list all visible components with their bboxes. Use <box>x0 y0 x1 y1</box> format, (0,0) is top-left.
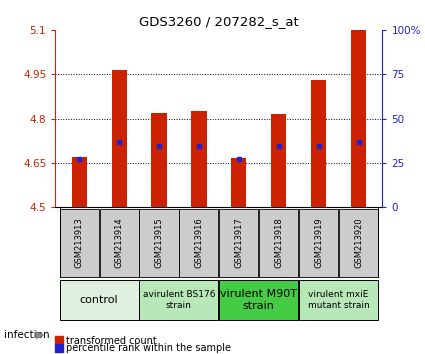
Text: virulent mxiE
mutant strain: virulent mxiE mutant strain <box>308 290 369 310</box>
Text: GSM213913: GSM213913 <box>75 217 84 268</box>
Bar <box>71 157 87 207</box>
Text: GSM213917: GSM213917 <box>234 217 244 268</box>
FancyBboxPatch shape <box>339 209 378 277</box>
FancyBboxPatch shape <box>299 209 338 277</box>
Bar <box>311 80 326 207</box>
Text: control: control <box>80 295 119 305</box>
FancyBboxPatch shape <box>179 209 218 277</box>
Bar <box>271 114 286 207</box>
Bar <box>231 158 246 207</box>
Text: GSM213914: GSM213914 <box>115 217 124 268</box>
FancyBboxPatch shape <box>219 280 298 320</box>
Bar <box>191 111 207 207</box>
Text: GSM213919: GSM213919 <box>314 217 323 268</box>
Bar <box>111 70 127 207</box>
FancyBboxPatch shape <box>60 280 139 320</box>
Text: percentile rank within the sample: percentile rank within the sample <box>66 343 231 353</box>
Title: GDS3260 / 207282_s_at: GDS3260 / 207282_s_at <box>139 15 299 28</box>
Text: ▶: ▶ <box>36 330 45 339</box>
Text: transformed count: transformed count <box>66 336 157 346</box>
Bar <box>351 30 366 207</box>
Text: avirulent BS176
strain: avirulent BS176 strain <box>143 290 215 310</box>
FancyBboxPatch shape <box>219 209 258 277</box>
FancyBboxPatch shape <box>299 280 378 320</box>
FancyBboxPatch shape <box>99 209 139 277</box>
FancyBboxPatch shape <box>259 209 298 277</box>
Text: virulent M90T
strain: virulent M90T strain <box>220 289 297 311</box>
FancyBboxPatch shape <box>139 280 218 320</box>
Text: GSM213915: GSM213915 <box>155 217 164 268</box>
Text: GSM213916: GSM213916 <box>194 217 204 268</box>
FancyBboxPatch shape <box>60 209 99 277</box>
Text: GSM213918: GSM213918 <box>274 217 283 268</box>
FancyBboxPatch shape <box>139 209 178 277</box>
Text: GSM213920: GSM213920 <box>354 217 363 268</box>
Bar <box>151 113 167 207</box>
Text: infection: infection <box>4 330 50 339</box>
